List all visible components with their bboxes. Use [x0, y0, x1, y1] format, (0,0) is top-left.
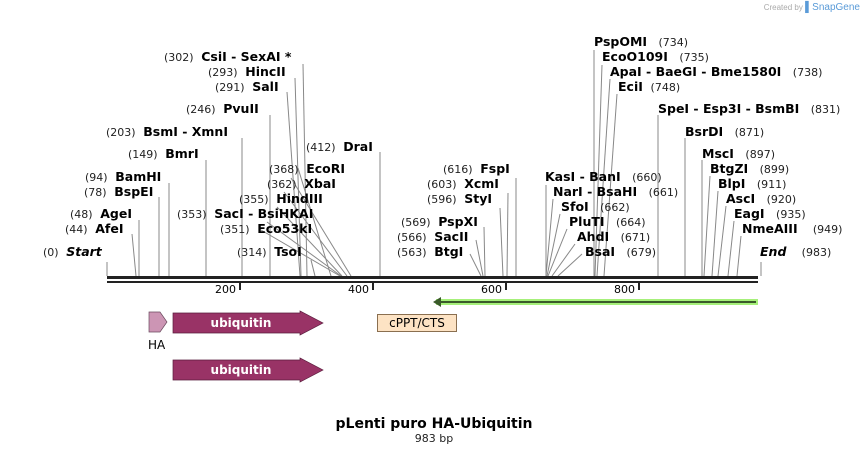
map-title: pLenti puro HA-Ubiquitin [335, 416, 533, 432]
ruler-ticks [239, 283, 640, 290]
site-connectors [106, 50, 762, 277]
ruler-label-800: 800 [614, 283, 635, 296]
site-btgzi[interactable]: BtgZI (899) [710, 161, 790, 177]
site-ahdi[interactable]: AhdI (671) [577, 229, 651, 245]
site-saci-bsihkai[interactable]: (353) SacI - BsiHKAI [177, 206, 314, 222]
site-sali[interactable]: (291) SalI [215, 79, 279, 95]
snapgene-logo: ▌SnapGene [805, 2, 860, 13]
site-end[interactable]: End (983) [760, 244, 832, 260]
cppt-cts-feature[interactable]: cPPT/CTS [377, 314, 457, 332]
site-agei[interactable]: (48) AgeI [70, 206, 132, 222]
site-afei[interactable]: (44) AfeI [65, 221, 124, 237]
site-btgi[interactable]: (563) BtgI [397, 244, 464, 260]
site-ecori[interactable]: (368) EcoRI [269, 161, 346, 177]
site-apai-baegi-bme1580i[interactable]: ApaI - BaeGI - Bme1580I (738) [610, 64, 823, 80]
site-bamhi[interactable]: (94) BamHI [85, 169, 162, 185]
site-eco53ki[interactable]: (351) Eco53kI [220, 221, 313, 237]
site-sacii[interactable]: (566) SacII [397, 229, 469, 245]
site-fspi[interactable]: (616) FspI [443, 161, 510, 177]
site-pspxi[interactable]: (569) PspXI [401, 214, 478, 230]
site-ecii[interactable]: EciI (748) [618, 79, 681, 95]
site-xcmi[interactable]: (603) XcmI [427, 176, 499, 192]
site-bmri[interactable]: (149) BmrI [128, 146, 199, 162]
site-csii-sexai[interactable]: (302) CsiI - SexAI * [164, 49, 292, 65]
site-pvuii[interactable]: (246) PvuII [186, 101, 259, 117]
site-hindiii[interactable]: (355) HindIII [239, 191, 323, 207]
site-bsai[interactable]: BsaI (679) [585, 244, 657, 260]
ubiquitin-feature-arrow-1[interactable] [172, 310, 324, 336]
ruler-label-200: 200 [215, 283, 236, 296]
site-nmeaiii[interactable]: NmeAIII (949) [742, 221, 843, 237]
map-length: 983 bp [414, 432, 454, 445]
ubiquitin-feature-arrow-2[interactable] [172, 357, 324, 383]
sequence-backbone [107, 276, 758, 283]
site-blpi[interactable]: BlpI (911) [718, 176, 787, 192]
site-asci[interactable]: AscI (920) [726, 191, 797, 207]
site-sfoi[interactable]: SfoI (662) [561, 199, 630, 215]
site-start[interactable]: (0) Start [43, 244, 102, 260]
ruler-label-600: 600 [481, 283, 502, 296]
ha-feature-arrow[interactable] [148, 311, 168, 333]
site-kasi-bani[interactable]: KasI - BanI (660) [545, 169, 662, 185]
site-pspomi[interactable]: PspOMI (734) [594, 34, 689, 50]
snapgene-credit: Created by ▌SnapGene [764, 2, 860, 13]
site-bspei[interactable]: (78) BspEI [84, 184, 154, 200]
site-spei-esp3i-bsmbi[interactable]: SpeI - Esp3I - BsmBI (831) [658, 101, 841, 117]
site-xbai[interactable]: (362) XbaI [267, 176, 336, 192]
site-ecoo109i[interactable]: EcoO109I (735) [602, 49, 709, 65]
ruler-label-400: 400 [348, 283, 369, 296]
site-hincii[interactable]: (293) HincII [208, 64, 286, 80]
site-styi[interactable]: (596) StyI [427, 191, 493, 207]
site-msci[interactable]: MscI (897) [702, 146, 775, 162]
site-eagi[interactable]: EagI (935) [734, 206, 806, 222]
ubiquitin-label-1: ubiquitin [210, 316, 272, 330]
reverse-feature-arrow [433, 297, 758, 307]
ubiquitin-label-2: ubiquitin [210, 363, 272, 377]
site-nari-bsahi[interactable]: NarI - BsaHI (661) [553, 184, 679, 200]
credit-prefix: Created by [763, 3, 803, 12]
site-drai[interactable]: (412) DraI [306, 139, 373, 155]
site-pluti[interactable]: PluTI (664) [569, 214, 646, 230]
site-bsmi-xmni[interactable]: (203) BsmI - XmnI [106, 124, 228, 140]
ha-label: HA [148, 338, 166, 352]
site-bsrdi[interactable]: BsrDI (871) [685, 124, 765, 140]
site-tsoi[interactable]: (314) TsoI [237, 244, 302, 260]
